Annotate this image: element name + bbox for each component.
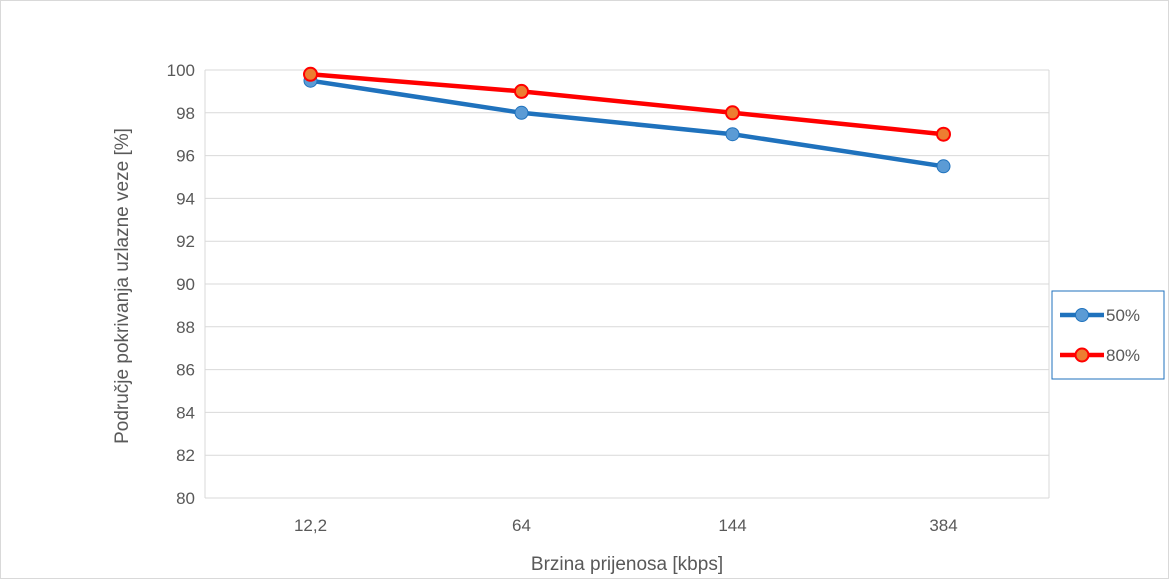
series-line-2 xyxy=(308,72,946,137)
x-tick-label: 384 xyxy=(929,516,957,535)
y-axis-title: Područje pokrivanja uzlazne veze [%] xyxy=(112,128,133,444)
y-tick-labels: 80 82 84 86 88 90 92 94 96 98 100 xyxy=(167,61,195,508)
x-axis-title: Brzina prijenosa [kbps] xyxy=(531,554,723,575)
legend-label: 80% xyxy=(1106,346,1140,365)
y-tick-label: 86 xyxy=(176,361,195,380)
legend-marker xyxy=(1074,347,1090,363)
legend-box xyxy=(1051,290,1165,380)
data-point xyxy=(514,105,529,120)
y-tick-label: 84 xyxy=(176,403,195,422)
data-point xyxy=(936,159,951,174)
data-point xyxy=(514,83,529,99)
y-tick-label: 94 xyxy=(176,189,195,208)
data-point xyxy=(936,126,951,142)
legend: 50% 80% xyxy=(1051,290,1165,380)
x-tick-label: 144 xyxy=(718,516,746,535)
series-line-1 xyxy=(308,78,946,169)
y-tick-label: 82 xyxy=(176,446,195,465)
y-tick-label: 92 xyxy=(176,232,195,251)
legend-label: 50% xyxy=(1106,306,1140,325)
data-point xyxy=(303,66,318,82)
y-tick-label: 80 xyxy=(176,489,195,508)
gridlines xyxy=(204,69,1050,499)
x-tick-label: 64 xyxy=(512,516,531,535)
y-tick-label: 90 xyxy=(176,275,195,294)
y-tick-label: 100 xyxy=(167,61,195,80)
x-tick-labels: 12,2 64 144 384 xyxy=(294,516,958,535)
legend-marker xyxy=(1075,308,1089,322)
y-tick-label: 96 xyxy=(176,147,195,166)
data-point xyxy=(725,127,740,142)
x-tick-label: 12,2 xyxy=(294,516,327,535)
y-tick-label: 98 xyxy=(176,104,195,123)
series-lines xyxy=(303,66,951,174)
y-tick-label: 88 xyxy=(176,318,195,337)
data-point xyxy=(725,105,740,121)
